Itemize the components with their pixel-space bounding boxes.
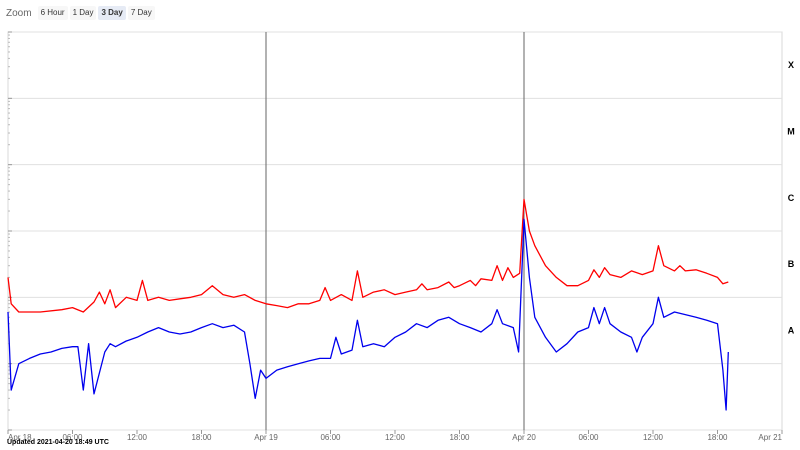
zoom-7-day-button[interactable]: 7 Day: [127, 6, 155, 20]
x-tick-label: 06:00: [320, 433, 341, 442]
x-tick-label: 18:00: [707, 433, 728, 442]
x-tick-label: Apr 20: [512, 433, 536, 442]
x-tick-label: Apr 21: [758, 433, 782, 442]
flare-class-label: C: [788, 193, 795, 203]
flare-class-label: X: [788, 60, 794, 70]
x-tick-label: 12:00: [643, 433, 664, 442]
label-layer: Apr 18 06:00 12:00 18:00 Apr 19 06:00 12:00 18:…: [8, 60, 795, 442]
zoom-bar: Zoom 6 Hour 1 Day 3 Day 7 Day: [6, 5, 155, 21]
zoom-3-day-button[interactable]: 3 Day: [98, 6, 126, 20]
x-tick-label: 18:00: [191, 433, 212, 442]
x-tick-label: 06:00: [62, 433, 83, 442]
x-tick-label: Apr 18: [8, 433, 32, 442]
x-tick-label: 06:00: [578, 433, 599, 442]
x-tick-label: 18:00: [449, 433, 470, 442]
x-tick-label: 12:00: [127, 433, 148, 442]
zoom-1-day-button[interactable]: 1 Day: [69, 6, 97, 20]
flare-class-label: M: [787, 127, 795, 137]
x-tick-label: 12:00: [385, 433, 406, 442]
flare-class-label: A: [788, 326, 795, 336]
updated-timestamp: Updated 2021-04-20 18:49 UTC: [7, 439, 109, 446]
series-layer: [7, 198, 729, 411]
zoom-6-hour-button[interactable]: 6 Hour: [37, 6, 68, 20]
zoom-label: Zoom: [6, 7, 32, 19]
red-series-line: [7, 198, 729, 313]
grid-layer: [7, 31, 783, 434]
blue-series-line: [7, 218, 729, 411]
x-tick-label: Apr 19: [254, 433, 278, 442]
flare-class-label: B: [788, 259, 795, 269]
